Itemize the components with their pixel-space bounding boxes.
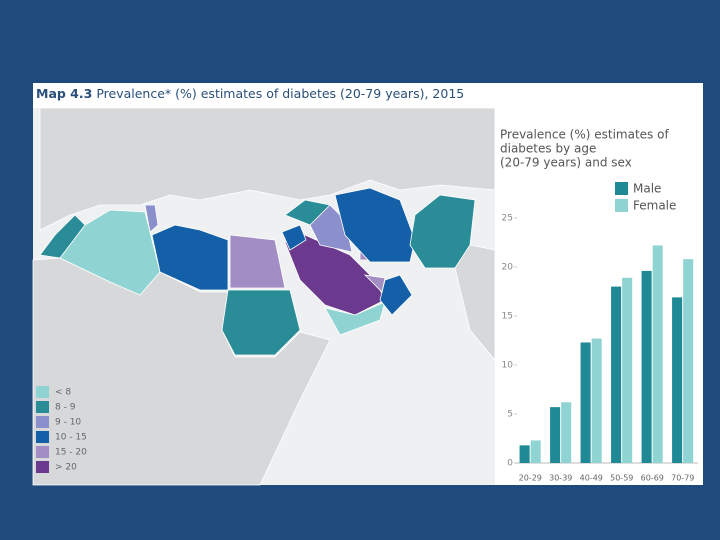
map-legend: < 8 8 - 9 9 - 10 10 - 15 15 - 20 > 20 bbox=[36, 386, 87, 473]
yemen bbox=[324, 301, 386, 336]
legend-label: Female bbox=[633, 199, 676, 213]
bar bbox=[591, 338, 602, 463]
map-title-text: Prevalence* (%) estimates of diabetes (2… bbox=[96, 86, 464, 101]
y-tick-label: 25 bbox=[502, 214, 513, 224]
bar bbox=[683, 259, 694, 463]
x-tick-label: 40-49 bbox=[580, 474, 603, 483]
legend-label: 9 - 10 bbox=[55, 418, 81, 428]
countries bbox=[39, 187, 476, 356]
chart-title: Prevalence (%) estimates of bbox=[500, 128, 669, 142]
y-tick-label: 10 bbox=[502, 361, 514, 371]
sudan bbox=[221, 289, 301, 356]
map-title: Map 4.3 Prevalence* (%) estimates of diab… bbox=[36, 86, 464, 101]
syria bbox=[284, 199, 331, 226]
y-tick-label: 20 bbox=[502, 263, 514, 273]
legend-swatch bbox=[36, 416, 49, 428]
map-label: Map 4.3 bbox=[36, 86, 92, 101]
legend-swatch bbox=[615, 199, 628, 212]
europe-land bbox=[39, 107, 496, 231]
legend-label: < 8 bbox=[55, 388, 71, 398]
tunisia bbox=[144, 204, 159, 233]
x-tick-label: 50-59 bbox=[610, 474, 633, 483]
chart-title: (20-79 years) and sex bbox=[500, 156, 632, 170]
x-tick-label: 20-29 bbox=[519, 474, 542, 483]
legend-label: > 20 bbox=[55, 463, 77, 473]
bar bbox=[550, 407, 561, 463]
x-tick-label: 70-79 bbox=[671, 474, 694, 483]
libya bbox=[151, 224, 229, 291]
legend-swatch bbox=[36, 446, 49, 458]
bar bbox=[672, 297, 683, 463]
land bbox=[32, 107, 496, 486]
x-tick-label: 60-69 bbox=[641, 474, 664, 483]
legend-swatch bbox=[36, 401, 49, 413]
legend-swatch bbox=[36, 461, 49, 473]
iran bbox=[334, 187, 416, 263]
y-tick-label: 5 bbox=[507, 410, 513, 420]
bar bbox=[622, 277, 633, 463]
bar bbox=[519, 445, 530, 463]
legend-label: 15 - 20 bbox=[55, 448, 87, 458]
y-tick-label: 15 bbox=[502, 312, 513, 322]
bar bbox=[641, 270, 652, 463]
x-tick-label: 30-39 bbox=[549, 474, 572, 483]
legend-swatch bbox=[615, 182, 628, 195]
legend-swatch bbox=[36, 386, 49, 398]
legend-swatch bbox=[36, 431, 49, 443]
uae bbox=[363, 274, 386, 293]
bar bbox=[652, 245, 663, 463]
jordan bbox=[281, 224, 307, 251]
bar bbox=[611, 286, 622, 463]
legend-label: 10 - 15 bbox=[55, 433, 87, 443]
legend-label: Male bbox=[633, 182, 661, 196]
chart-title: diabetes by age bbox=[500, 142, 596, 156]
afghanistan-pakistan bbox=[409, 194, 476, 269]
bar bbox=[530, 440, 541, 463]
oman bbox=[379, 274, 413, 316]
bar bbox=[580, 342, 591, 463]
legend-label: 8 - 9 bbox=[55, 403, 76, 413]
egypt bbox=[229, 234, 286, 289]
bar bbox=[561, 402, 572, 463]
y-tick-label: 0 bbox=[507, 459, 513, 469]
